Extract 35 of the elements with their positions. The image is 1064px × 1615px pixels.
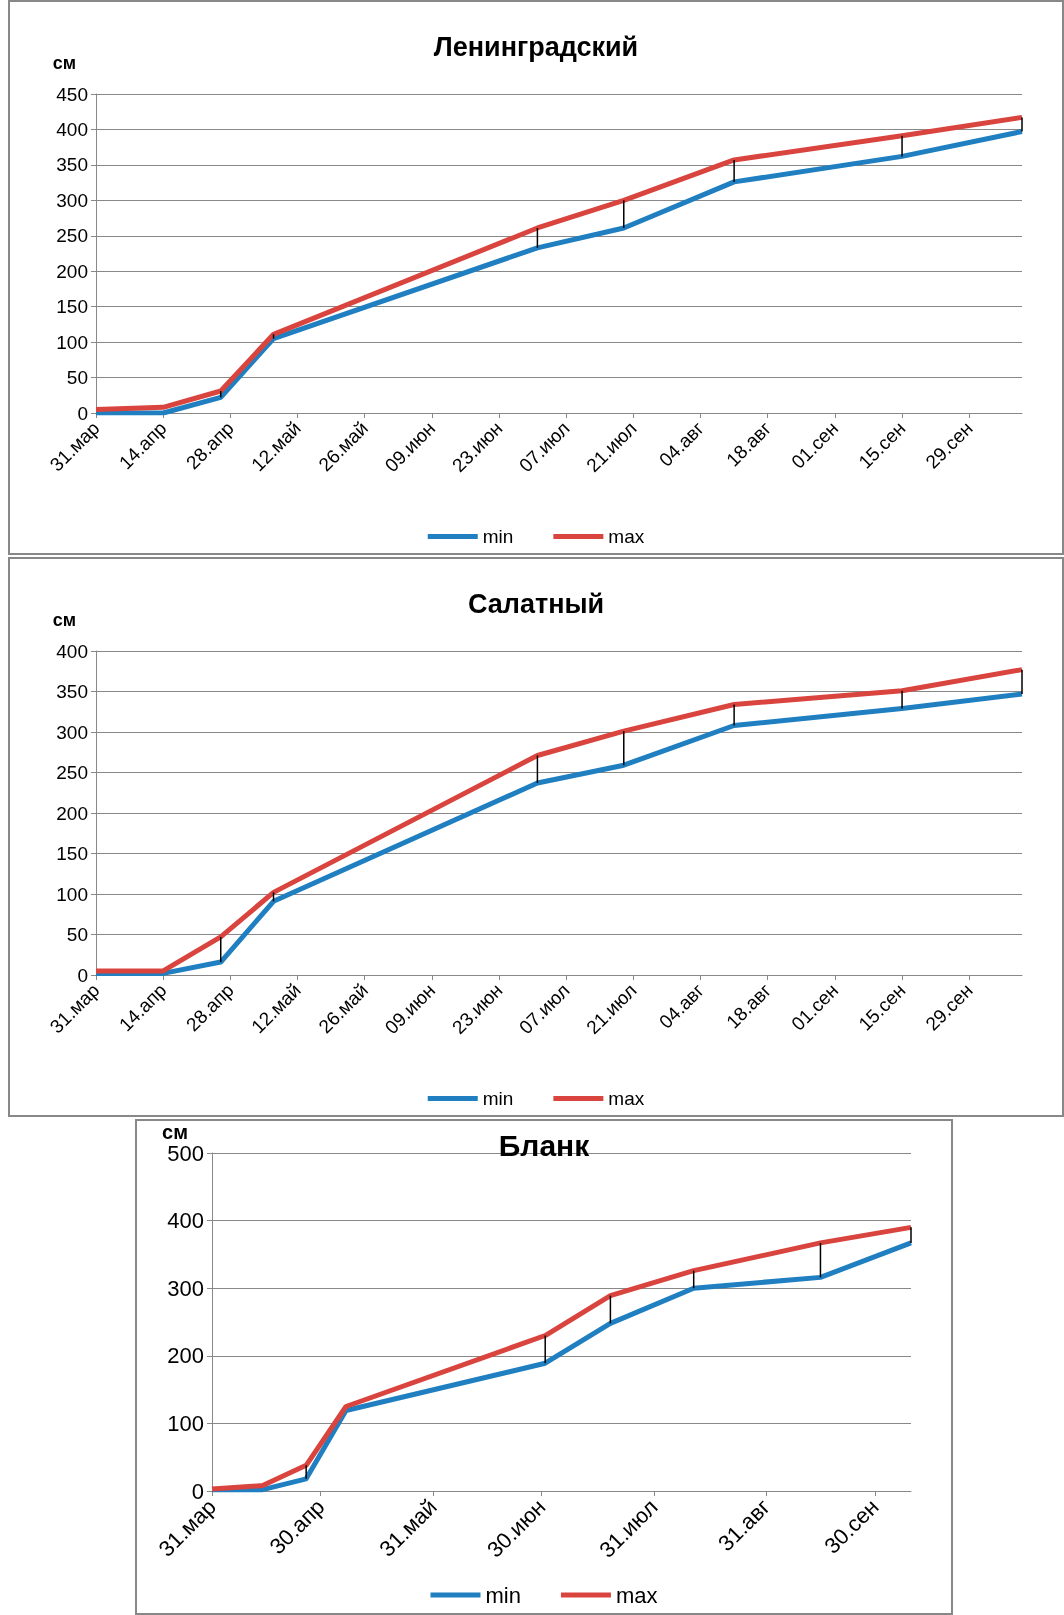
y-tick-label: 50 [66,367,88,389]
legend-label: min [482,1088,514,1109]
y-tick-label: 400 [167,1208,204,1234]
y-tick-label: 150 [56,296,88,318]
y-tick-label: 300 [167,1275,204,1301]
chart-title: Салатный [467,588,605,619]
y-tick-label: 200 [56,802,88,824]
legend-label: max [615,1582,658,1608]
y-tick-label: 0 [191,1478,204,1504]
y-tick-label: 150 [56,843,88,864]
legend-label: max [608,526,645,547]
y-tick-label: 0 [77,964,88,986]
y-tick-label: 50 [66,924,88,945]
legend-label: max [608,1088,645,1109]
y-axis-title: см [52,610,76,630]
y-tick-label: 100 [167,1410,204,1436]
legend-label: min [485,1582,521,1608]
y-tick-label: 250 [56,762,88,783]
y-tick-label: 400 [56,118,88,140]
y-tick-label: 300 [56,721,88,743]
y-tick-label: 250 [56,225,88,247]
y-tick-label: 200 [167,1343,204,1369]
y-tick-label: 200 [56,260,88,282]
y-tick-label: 0 [77,402,88,424]
y-tick-label: 300 [56,189,88,211]
y-tick-label: 400 [56,640,88,662]
y-axis-title: см [52,53,76,73]
y-tick-label: 100 [56,331,88,353]
legend-label: min [482,526,514,547]
chart-title: Бланк [498,1128,591,1162]
chart-title: Ленинградский [433,31,639,62]
y-tick-label: 100 [56,883,88,905]
y-tick-label: 350 [56,681,88,702]
y-tick-label: 350 [56,154,88,176]
y-tick-label: 450 [56,83,88,105]
